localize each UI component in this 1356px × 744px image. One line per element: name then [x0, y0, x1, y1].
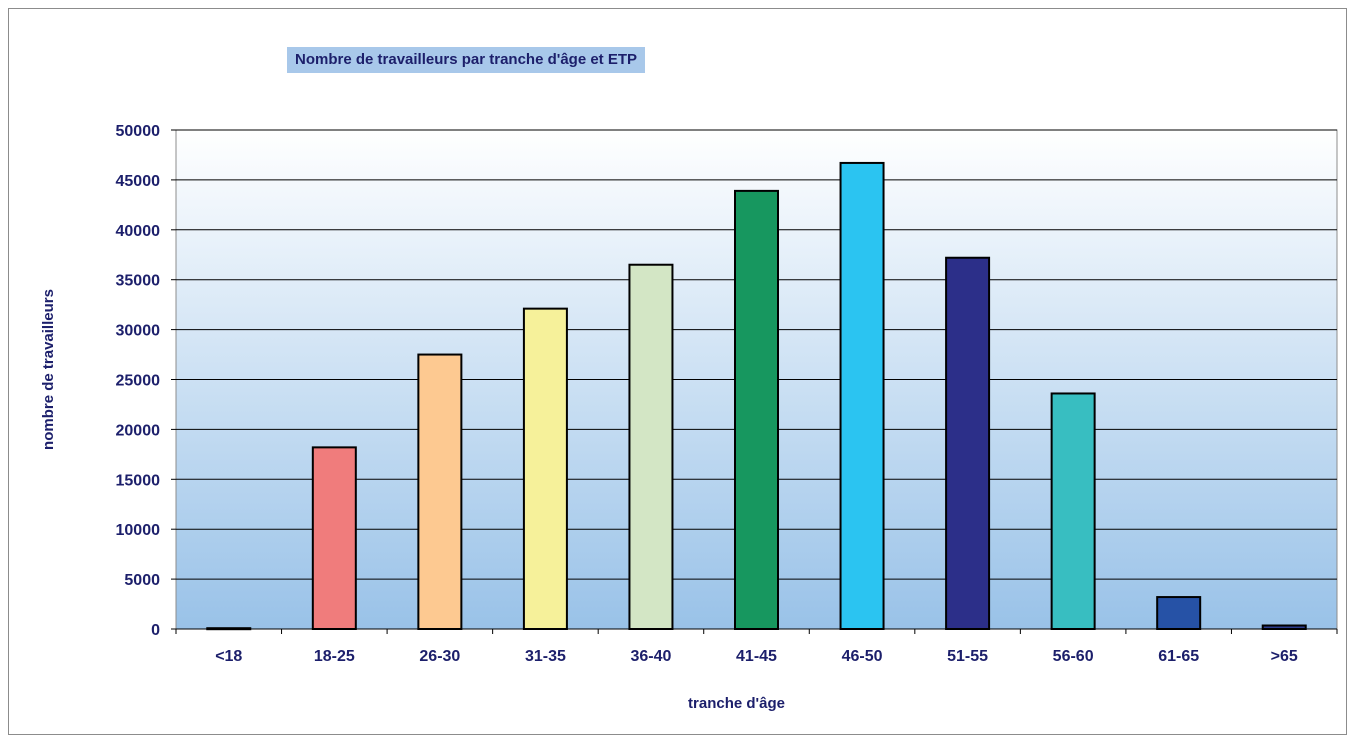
y-axis-label: nombre de travailleurs: [40, 289, 57, 450]
x-tick-label: 31-35: [525, 648, 566, 665]
bar-18-25: [311, 446, 357, 631]
bar-61-65: [1156, 596, 1202, 631]
x-tick-label: 51-55: [947, 648, 988, 665]
y-tick-label: 35000: [116, 273, 161, 290]
y-tick-label: 45000: [116, 173, 161, 190]
bar-56-60: [1050, 392, 1096, 630]
x-axis-label: tranche d'âge: [688, 695, 785, 712]
y-axis-ticks: 0 5000 10000 15000 20000 25000 30000 35000 40000…: [116, 123, 176, 639]
bar-41-45: [734, 189, 779, 631]
bar-36-40: [628, 263, 674, 630]
y-tick-label: 20000: [116, 422, 161, 439]
bar-26-30: [417, 353, 463, 630]
bar-31-35: [522, 307, 568, 630]
y-tick-label: 30000: [116, 323, 161, 340]
y-tick-label: 5000: [124, 572, 160, 589]
x-tick-label: 46-50: [842, 648, 883, 665]
y-tick-label: 0: [151, 622, 160, 639]
x-tick-label: 56-60: [1053, 648, 1094, 665]
bar-51-55: [945, 256, 991, 630]
x-tick-label: <18: [215, 648, 242, 665]
y-tick-label: 25000: [116, 373, 161, 390]
x-axis-ticks: <18 18-25 26-30 31-35 36-40 41-45 46-50 51-55 56…: [175, 629, 1338, 665]
x-tick-label: 61-65: [1158, 648, 1199, 665]
y-tick-label: 40000: [116, 223, 161, 240]
chart-title: Nombre de travailleurs par tranche d'âge…: [287, 47, 646, 73]
x-tick-label: 26-30: [419, 648, 460, 665]
x-tick-label: 41-45: [736, 648, 777, 665]
x-tick-label: 36-40: [630, 648, 671, 665]
y-tick-label: 10000: [116, 522, 161, 539]
bar-46-50: [839, 161, 885, 631]
x-tick-label: 18-25: [314, 648, 355, 665]
bar--65: [1261, 624, 1307, 631]
y-tick-label: 15000: [116, 472, 161, 489]
y-tick-label: 50000: [116, 123, 161, 140]
x-tick-label: >65: [1271, 648, 1298, 665]
